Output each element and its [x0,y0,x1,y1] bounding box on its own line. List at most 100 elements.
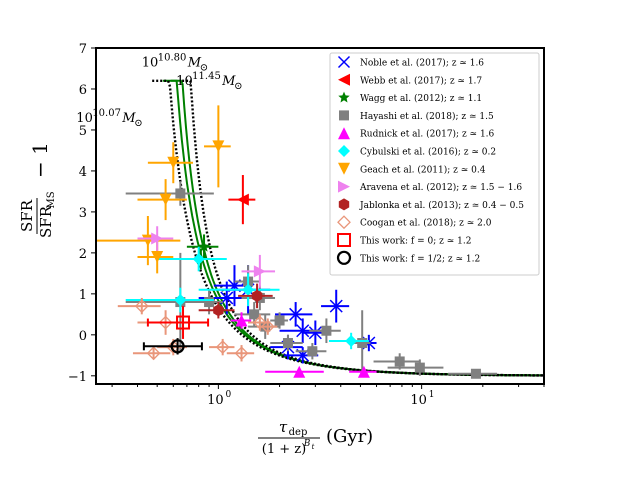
data-point [147,142,193,184]
y-tick-label: 3 [79,206,87,221]
legend-label: This work: f = 0; z ≃ 1.2 [360,237,471,247]
square-marker [321,325,332,336]
x-label-tau: τ [279,418,288,436]
data-point [257,318,278,335]
data-point [265,365,324,378]
curve-label-sun: ⊙ [234,81,242,92]
open-square-marker [176,315,191,330]
y-label-denominator-sub: MS [46,191,57,208]
data-point [137,240,174,274]
x-label-denominator: (1 + z) [262,442,306,457]
triangle-down-marker [159,193,172,206]
data-point [238,283,273,309]
legend-item: Jablonka et al. (2013); z ≃ 0.4 − 0.5 [338,198,524,211]
star-marker [198,240,210,252]
y-tick-label: 6 [79,83,87,98]
triangle-right-marker [338,180,350,193]
data-point [270,334,303,352]
hexagon-marker [213,304,224,317]
data-point [241,254,276,288]
diamond-marker [192,253,205,266]
legend-item: Noble et al. (2017); z ≃ 1.6 [337,55,484,69]
x-tick-label: 10 [410,393,427,408]
diamond-marker [174,294,187,306]
x-marker [289,307,303,321]
data-point [198,273,280,307]
series-group [198,283,273,319]
data-point [146,306,210,339]
triangle-down-marker [167,156,180,169]
data-point [275,302,313,327]
data-point [328,332,369,350]
data-point [125,181,214,206]
legend-item: Rudnick et al. (2017); z ≃ 1.6 [338,127,495,140]
curve-label-unit: M [187,55,202,70]
plot-frame [95,47,545,385]
data-points [96,105,498,379]
curve-labels: 10 10.80 M⊙10 11.45 M⊙10 10.07 M⊙ [76,52,242,128]
x-label-tau-sub: dep [289,427,308,438]
data-point [353,310,371,376]
x-label-unit: (Gyr) [326,426,373,447]
y-tick-label: 5 [79,124,87,139]
data-point [230,312,252,329]
x-tick-label: 10 [207,393,224,408]
triangle-left-marker [236,193,249,206]
curve-label-sun: ⊙ [134,118,142,129]
triangle-down-marker [212,140,225,153]
triangle-down-marker [338,162,350,175]
triangle-up-marker [235,314,248,327]
data-point [157,246,227,272]
square-marker [249,309,260,320]
y-tick-label: 2 [79,247,87,262]
series-group [137,226,276,288]
y-tick-label: 4 [79,165,87,180]
open-circle-marker [336,250,352,265]
square-marker [357,338,368,349]
legend-label: Rudnick et al. (2017); z ≃ 1.6 [360,129,495,140]
legend-label: This work: f = 1/2; z ≃ 1.2 [360,254,480,264]
x-label-denominator-supsub: t [312,443,315,451]
triangle-up-marker [293,365,306,378]
open-diamond-marker [337,215,351,230]
y-tick-label: −1 [68,370,87,385]
legend-label: Aravena et al. (2012); z ≃ 1.5 − 1.6 [359,182,522,193]
curve-label-sun: ⊙ [200,62,208,73]
x-axis-label: τ dep (1 + z) B t (Gyr) [258,418,373,457]
legend: Noble et al. (2017); z ≃ 1.6 Webb et al. … [329,52,540,276]
x-tick-exponent: 0 [226,390,232,400]
curve-label-base: 10 [76,111,93,126]
hexagon-marker [251,289,263,302]
data-point [117,297,161,315]
open-diamond-marker [146,346,161,361]
data-point [295,343,327,360]
square-marker [175,188,186,199]
open-diamond-marker [134,299,149,314]
data-point [198,302,235,319]
y-label-denominator: SFR [37,205,55,238]
legend-item: Wagg et al. (2012); z ≃ 1.1 [338,91,482,104]
data-point [309,318,341,344]
data-point [228,175,256,225]
legend-label: Webb et al. (2017); z ≃ 1.7 [360,75,482,86]
series-group [125,246,369,350]
open-diamond-marker [215,340,230,355]
data-point [142,338,203,355]
x-label-denominator-sup: B [303,439,311,449]
data-point [137,226,174,251]
y-label-numerator: SFR [18,199,36,232]
legend-label: Noble et al. (2017); z ≃ 1.6 [360,58,484,69]
data-point [204,105,231,188]
open-circle-marker [170,339,185,354]
curve-label-unit: M [121,111,136,126]
legend-label: Cybulski et al. (2016); z ≃ 0.2 [360,147,496,158]
data-point [321,289,350,323]
open-diamond-marker [252,315,267,330]
open-diamond-marker [260,319,275,334]
diamond-marker [338,145,350,157]
curve-label-unit: M [221,74,236,89]
square-marker [339,110,349,121]
y-tick-label: 1 [79,288,87,303]
data-point [209,338,235,356]
data-point [125,287,214,313]
